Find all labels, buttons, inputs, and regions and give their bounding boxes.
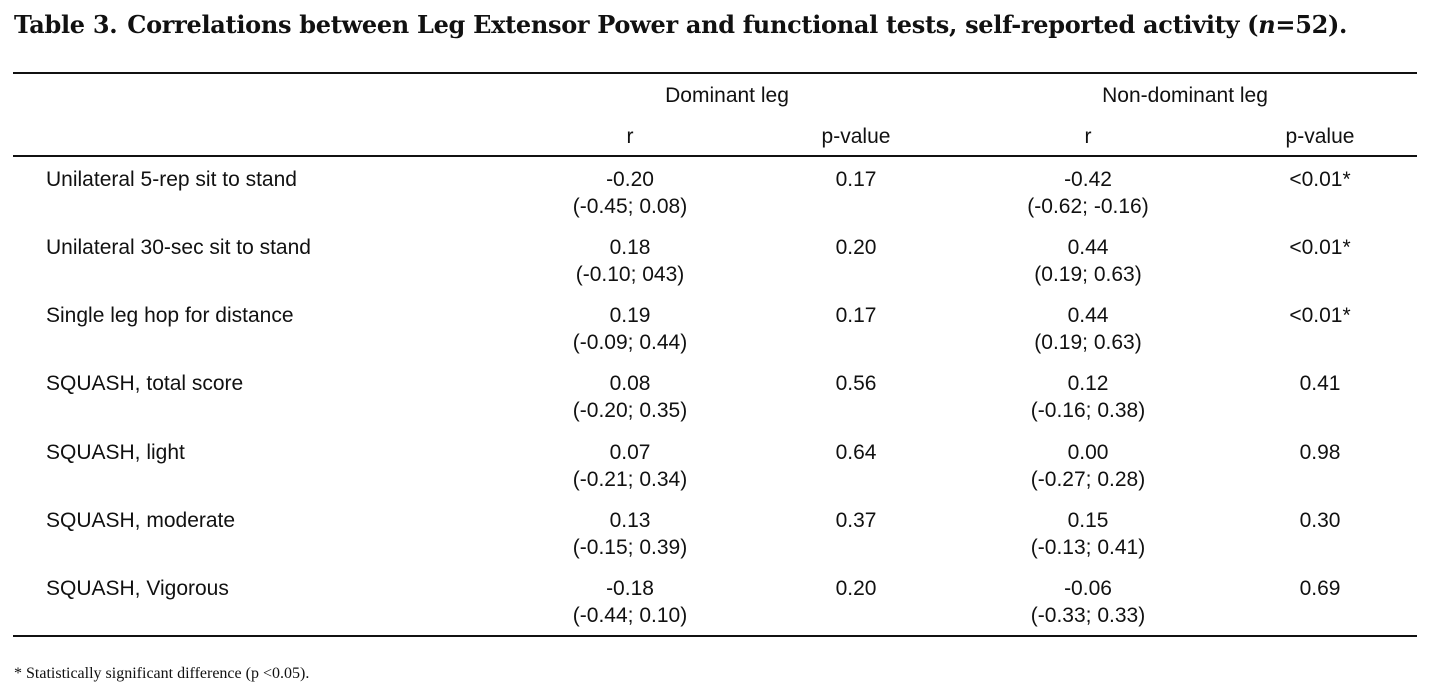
nondominant-r-value: -0.42 [1064, 168, 1112, 191]
nondominant-p-value: 0.30 [1299, 509, 1341, 532]
dominant-p-value: 0.20 [835, 236, 877, 259]
dominant-p-value: 0.20 [835, 577, 877, 600]
dominant-r-value: 0.07 [609, 441, 651, 464]
table-header-rule [13, 155, 1417, 157]
dominant-r-value: 0.18 [609, 236, 651, 259]
dominant-ci-value: (-0.45; 0.08) [572, 195, 688, 218]
header-nondominant-r: r [1084, 125, 1092, 148]
header-dominant-r: r [626, 125, 634, 148]
header-dominant-p: p-value [821, 125, 891, 148]
row-label: Unilateral 5-rep sit to stand [46, 168, 297, 191]
caption-text-before: Correlations between Leg Extensor Power … [127, 10, 1259, 39]
dominant-r-value: 0.13 [609, 509, 651, 532]
dominant-r-value: -0.18 [606, 577, 654, 600]
dominant-p-value: 0.17 [835, 304, 877, 327]
header-nondominant-p: p-value [1285, 125, 1355, 148]
row-label: SQUASH, total score [46, 372, 244, 395]
dominant-ci-value: (-0.10; 043) [575, 263, 685, 286]
dominant-r-value: -0.20 [606, 168, 654, 191]
dominant-p-value: 0.17 [835, 168, 877, 191]
nondominant-r-value: 0.00 [1067, 441, 1109, 464]
row-label: Single leg hop for distance [46, 304, 294, 327]
caption-n-symbol: n [1258, 10, 1276, 39]
dominant-p-value: 0.37 [835, 509, 877, 532]
table-footnote: * Statistically significant difference (… [14, 665, 310, 682]
dominant-ci-value: (-0.15; 0.39) [572, 536, 688, 559]
nondominant-r-value: 0.15 [1067, 509, 1109, 532]
dominant-p-value: 0.64 [835, 441, 877, 464]
nondominant-p-value: <0.01* [1289, 304, 1351, 327]
dominant-ci-value: (-0.21; 0.34) [572, 468, 688, 491]
nondominant-ci-value: (0.19; 0.63) [1034, 331, 1142, 354]
nondominant-ci-value: (-0.27; 0.28) [1030, 468, 1146, 491]
nondominant-ci-value: (0.19; 0.63) [1034, 263, 1142, 286]
header-nondominant-leg: Non-dominant leg [1102, 84, 1268, 107]
table-caption: Table 3. Correlations between Leg Extenso… [14, 10, 1347, 39]
caption-text-after: =52). [1275, 10, 1348, 39]
table-top-rule [13, 72, 1417, 74]
nondominant-p-value: 0.69 [1299, 577, 1341, 600]
nondominant-ci-value: (-0.16; 0.38) [1030, 399, 1146, 422]
nondominant-p-value: 0.98 [1299, 441, 1341, 464]
row-label: SQUASH, moderate [46, 509, 236, 532]
dominant-p-value: 0.56 [835, 372, 877, 395]
row-label: SQUASH, Vigorous [46, 577, 229, 600]
dominant-ci-value: (-0.20; 0.35) [572, 399, 688, 422]
nondominant-r-value: 0.12 [1067, 372, 1109, 395]
nondominant-p-value: <0.01* [1289, 236, 1351, 259]
header-dominant-leg: Dominant leg [665, 84, 789, 107]
row-label: Unilateral 30-sec sit to stand [46, 236, 311, 259]
nondominant-ci-value: (-0.33; 0.33) [1030, 604, 1146, 627]
nondominant-ci-value: (-0.13; 0.41) [1030, 536, 1146, 559]
table-number: Table 3. [14, 10, 118, 39]
nondominant-ci-value: (-0.62; -0.16) [1027, 195, 1149, 218]
dominant-r-value: 0.08 [609, 372, 651, 395]
dominant-r-value: 0.19 [609, 304, 651, 327]
table-bottom-rule [13, 635, 1417, 637]
nondominant-r-value: 0.44 [1067, 304, 1109, 327]
nondominant-r-value: 0.44 [1067, 236, 1109, 259]
nondominant-p-value: 0.41 [1299, 372, 1341, 395]
dominant-ci-value: (-0.44; 0.10) [572, 604, 688, 627]
row-label: SQUASH, light [46, 441, 185, 464]
dominant-ci-value: (-0.09; 0.44) [572, 331, 688, 354]
nondominant-r-value: -0.06 [1064, 577, 1112, 600]
nondominant-p-value: <0.01* [1289, 168, 1351, 191]
